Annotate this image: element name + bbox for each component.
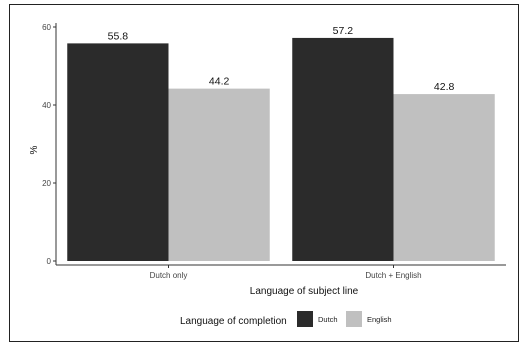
bar-value-label: 57.2 (333, 25, 354, 37)
legend-swatch-dutch (297, 311, 313, 327)
bar-value-label: 44.2 (209, 76, 230, 88)
bar-value-label: 42.8 (434, 81, 455, 93)
x-tick-label: Dutch + English (365, 271, 421, 280)
y-axis-ticks: 0 20 40 60 (42, 23, 56, 266)
legend: Language of completion Dutch English (180, 311, 392, 327)
legend-label-english: English (367, 315, 392, 324)
legend-label-dutch: Dutch (318, 315, 338, 324)
legend-title: Language of completion (180, 316, 287, 327)
y-tick-label: 20 (42, 179, 51, 188)
chart-bars: 55.8 44.2 57.2 42.8 (67, 25, 495, 262)
bar-dutch-2 (292, 37, 394, 261)
legend-swatch-english (346, 311, 362, 327)
y-tick-label: 60 (42, 23, 51, 32)
x-axis-title: Language of subject line (250, 286, 359, 297)
bar-english-2 (393, 94, 495, 261)
bar-english-1 (168, 88, 270, 262)
legend-items: Dutch English (297, 311, 392, 327)
y-tick-label: 40 (42, 101, 51, 110)
y-axis-title: % (29, 145, 40, 154)
x-tick-label: Dutch only (150, 271, 188, 280)
bar-dutch-1 (67, 43, 169, 261)
y-tick-label: 0 (47, 257, 52, 266)
x-axis-ticks: Dutch only Dutch + English (150, 265, 422, 280)
bar-value-label: 55.8 (108, 30, 129, 42)
chart-axes (55, 23, 506, 266)
